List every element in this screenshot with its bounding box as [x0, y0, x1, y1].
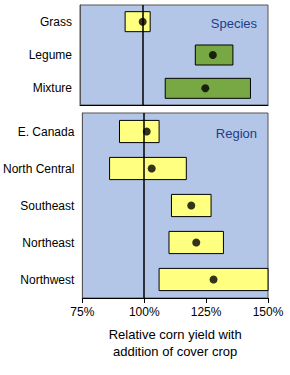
svg-text:Northwest: Northwest — [20, 273, 75, 287]
svg-text:Species: Species — [211, 16, 258, 31]
svg-text:150%: 150% — [253, 305, 284, 319]
svg-text:Grass: Grass — [40, 15, 72, 29]
svg-text:Southeast: Southeast — [20, 199, 75, 213]
svg-text:addition of cover crop: addition of cover crop — [113, 344, 237, 359]
svg-text:Northeast: Northeast — [22, 236, 75, 250]
svg-text:North Central: North Central — [3, 162, 74, 176]
svg-text:Relative corn yield with: Relative corn yield with — [109, 327, 242, 342]
svg-text:Legume: Legume — [29, 48, 73, 62]
svg-text:E. Canada: E. Canada — [18, 125, 75, 139]
svg-text:100%: 100% — [129, 305, 160, 319]
svg-text:125%: 125% — [191, 305, 222, 319]
svg-text:Mixture: Mixture — [33, 81, 73, 95]
svg-text:Region: Region — [216, 126, 257, 141]
svg-text:75%: 75% — [70, 305, 94, 319]
